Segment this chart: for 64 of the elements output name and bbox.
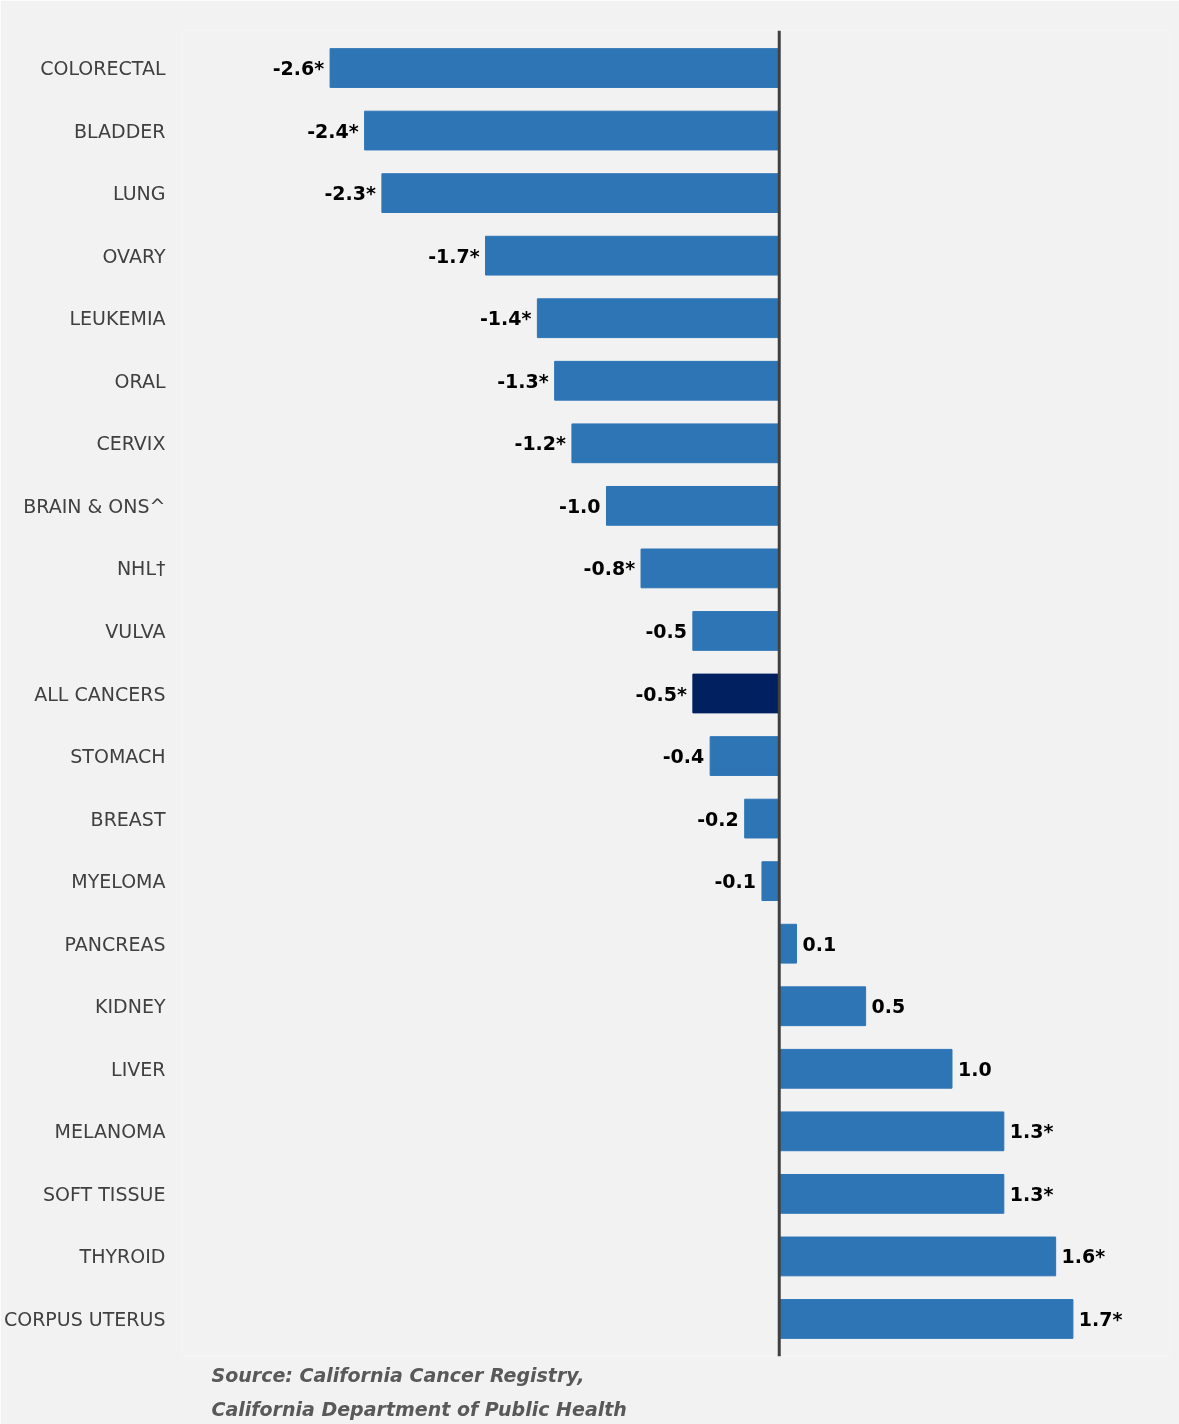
bar xyxy=(778,1236,1057,1277)
data-label: -1.7* xyxy=(428,244,480,267)
data-label: 1.6* xyxy=(1061,1245,1106,1268)
bar xyxy=(778,986,867,1027)
data-label: -1.0 xyxy=(559,494,601,517)
y-tick-label: PANCREAS xyxy=(64,932,166,955)
data-label: -0.2 xyxy=(697,807,739,830)
bar xyxy=(571,423,780,464)
y-tick-label: LIVER xyxy=(111,1057,166,1080)
data-label: 1.3* xyxy=(1009,1120,1054,1143)
y-tick-label: NHL† xyxy=(116,557,166,580)
bar xyxy=(554,360,780,401)
data-label: -2.6* xyxy=(272,57,325,80)
data-label: -1.3* xyxy=(497,369,549,392)
y-tick-label: BREAST xyxy=(90,807,166,830)
y-tick-label: VULVA xyxy=(105,619,166,642)
y-tick-label: THYROID xyxy=(78,1245,166,1268)
bar xyxy=(778,1173,1005,1214)
y-tick-label: SOFT TISSUE xyxy=(43,1182,166,1205)
bar xyxy=(364,110,780,151)
data-label: 0.1 xyxy=(802,932,837,955)
data-label: 0.5 xyxy=(871,995,906,1018)
data-label: 1.7* xyxy=(1078,1307,1123,1330)
y-tick-label: MYELOMA xyxy=(71,870,166,893)
bar xyxy=(692,611,780,651)
bar xyxy=(381,173,780,214)
bar xyxy=(485,235,780,276)
data-label: -1.2* xyxy=(514,432,567,455)
bar xyxy=(778,1111,1005,1152)
data-label: 1.0 xyxy=(957,1057,992,1080)
y-tick-label: LEUKEMIA xyxy=(69,307,166,330)
data-label: -0.1 xyxy=(714,870,757,893)
bar xyxy=(778,1299,1074,1339)
data-label: -0.4 xyxy=(662,745,705,768)
bar xyxy=(536,298,780,339)
y-tick-label: KIDNEY xyxy=(94,995,166,1018)
data-label: -0.5* xyxy=(635,682,687,705)
bar xyxy=(709,736,780,776)
y-tick-label: BLADDER xyxy=(73,119,166,142)
source-note: Source: California Cancer Registry, xyxy=(211,1363,585,1386)
y-tick-label: LUNG xyxy=(113,182,166,205)
bar xyxy=(640,548,780,589)
y-tick-label: COLORECTAL xyxy=(40,57,166,80)
y-tick-label: CERVIX xyxy=(96,432,166,455)
y-tick-label: STOMACH xyxy=(70,745,166,768)
bar xyxy=(329,48,780,88)
data-label: -1.4* xyxy=(479,307,532,330)
bar xyxy=(605,485,780,526)
data-label: -0.8* xyxy=(583,557,636,580)
y-tick-label: MELANOMA xyxy=(54,1120,166,1143)
y-tick-label: CORPUS UTERUS xyxy=(3,1307,166,1330)
data-label: -2.4* xyxy=(307,119,359,142)
y-tick-label: ORAL xyxy=(114,369,166,392)
data-label: -2.3* xyxy=(324,182,377,205)
text: California Department of Public Health xyxy=(211,1397,627,1420)
bar xyxy=(778,1048,953,1089)
data-label: -0.5 xyxy=(645,619,687,642)
bar xyxy=(744,798,780,839)
data-label: 1.3* xyxy=(1009,1182,1054,1205)
y-tick-label: OVARY xyxy=(102,244,166,267)
bar xyxy=(692,673,780,714)
y-tick-label: ALL CANCERS xyxy=(34,682,166,705)
y-tick-label: BRAIN & ONS^ xyxy=(23,494,166,517)
bar xyxy=(761,861,780,902)
